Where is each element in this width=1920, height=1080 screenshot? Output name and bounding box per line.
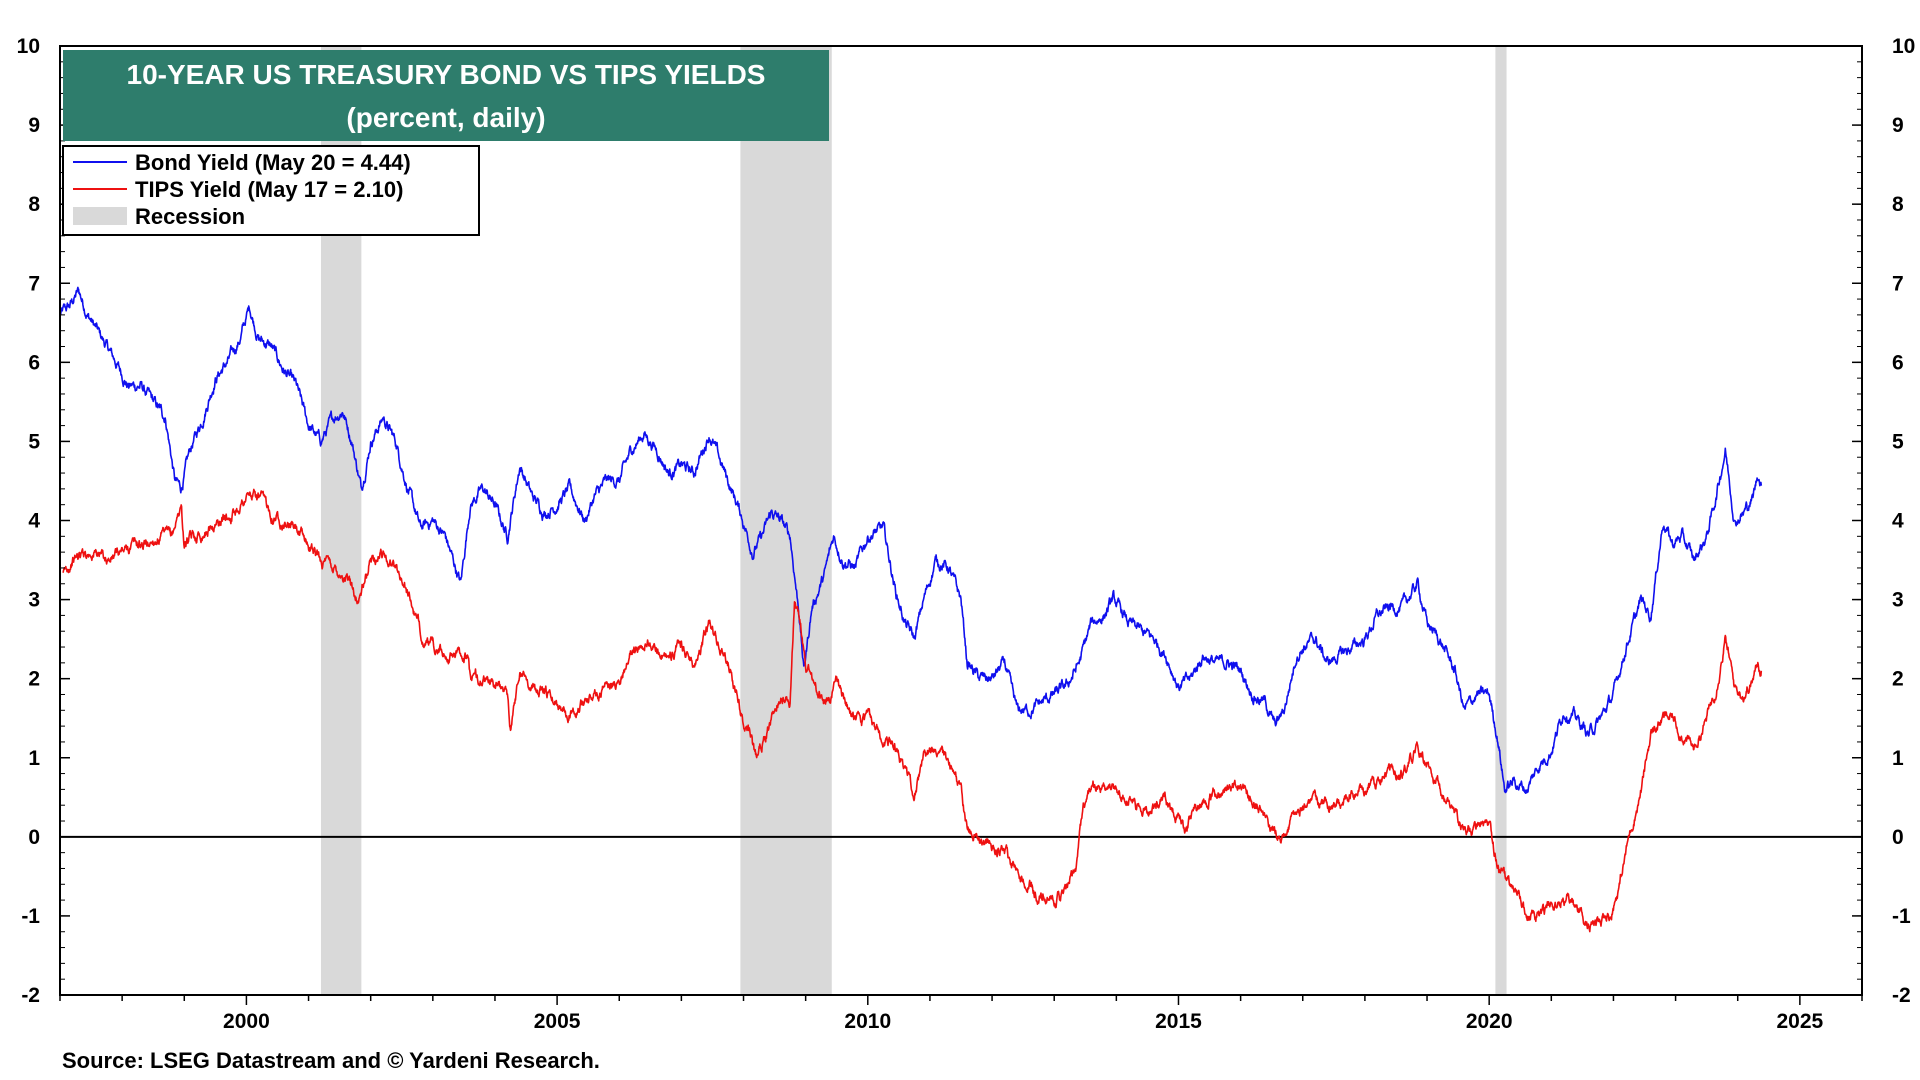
y-tick-label-right: -2	[1892, 984, 1911, 1007]
y-tick-label-right: 2	[1892, 668, 1904, 691]
y-tick-label-left: 2	[28, 668, 40, 691]
y-tick-label-left: 9	[28, 114, 40, 137]
x-tick-label: 2025	[1777, 1010, 1824, 1033]
y-tick-label-right: 1	[1892, 747, 1904, 770]
y-tick-label-right: 7	[1892, 272, 1904, 295]
chart-title: 10-YEAR US TREASURY BOND VS TIPS YIELDS	[127, 59, 766, 90]
y-tick-label-left: 7	[28, 272, 40, 295]
legend-label-tips: TIPS Yield (May 17 = 2.10)	[135, 177, 403, 202]
series-lines	[59, 286, 1763, 933]
y-tick-label-right: 5	[1892, 430, 1904, 453]
legend: Bond Yield (May 20 = 4.44) TIPS Yield (M…	[62, 145, 480, 236]
y-tick-label-left: 1	[28, 747, 40, 770]
y-tick-label-left: 8	[28, 193, 40, 216]
y-tick-label-right: 0	[1892, 826, 1904, 849]
y-tick-label-right: 6	[1892, 351, 1904, 374]
x-tick-label: 2015	[1155, 1010, 1202, 1033]
title-background	[63, 50, 829, 141]
y-tick-label-left: 3	[28, 589, 40, 612]
x-tick-label: 2000	[223, 1010, 270, 1033]
chart-title-box: 10-YEAR US TREASURY BOND VS TIPS YIELDS …	[63, 50, 829, 141]
y-tick-label-left: 0	[28, 826, 40, 849]
recession-band-1	[740, 46, 832, 995]
legend-swatch-recession	[73, 207, 127, 225]
x-tick-label: 2010	[844, 1010, 891, 1033]
x-tick-label: 2020	[1466, 1010, 1513, 1033]
recession-bands	[320, 46, 1507, 995]
y-tick-label-left: 4	[28, 510, 40, 533]
series-line-bond-yield	[59, 286, 1763, 794]
y-tick-label-left: -1	[21, 905, 40, 928]
chart-subtitle: (percent, daily)	[346, 102, 545, 133]
legend-box	[62, 145, 480, 236]
y-tick-label-left: 6	[28, 351, 40, 374]
y-tick-label-right: 9	[1892, 114, 1904, 137]
series-line-tips-yield	[62, 488, 1763, 933]
y-tick-label-left: 10	[17, 35, 40, 58]
y-tick-label-left: 5	[28, 430, 40, 453]
source-note: Source: LSEG Datastream and © Yardeni Re…	[62, 1048, 600, 1073]
legend-label-recession: Recession	[135, 204, 245, 229]
y-tick-label-right: 8	[1892, 193, 1904, 216]
y-tick-label-right: 10	[1892, 35, 1915, 58]
y-tick-label-right: 3	[1892, 589, 1904, 612]
recession-band-2	[1495, 46, 1507, 995]
y-tick-label-right: -1	[1892, 905, 1911, 928]
y-tick-label-left: -2	[21, 984, 40, 1007]
y-tick-label-right: 4	[1892, 510, 1904, 533]
axis-ticks: -2 -2 -1 -1 0 0 1 1 2 2 3 3 4 4 5 5 6 6 7 7 8 8 9 9 10 10 2000 2005…	[17, 35, 1916, 1033]
legend-label-bond: Bond Yield (May 20 = 4.44)	[135, 150, 411, 175]
x-tick-label: 2005	[534, 1010, 581, 1033]
